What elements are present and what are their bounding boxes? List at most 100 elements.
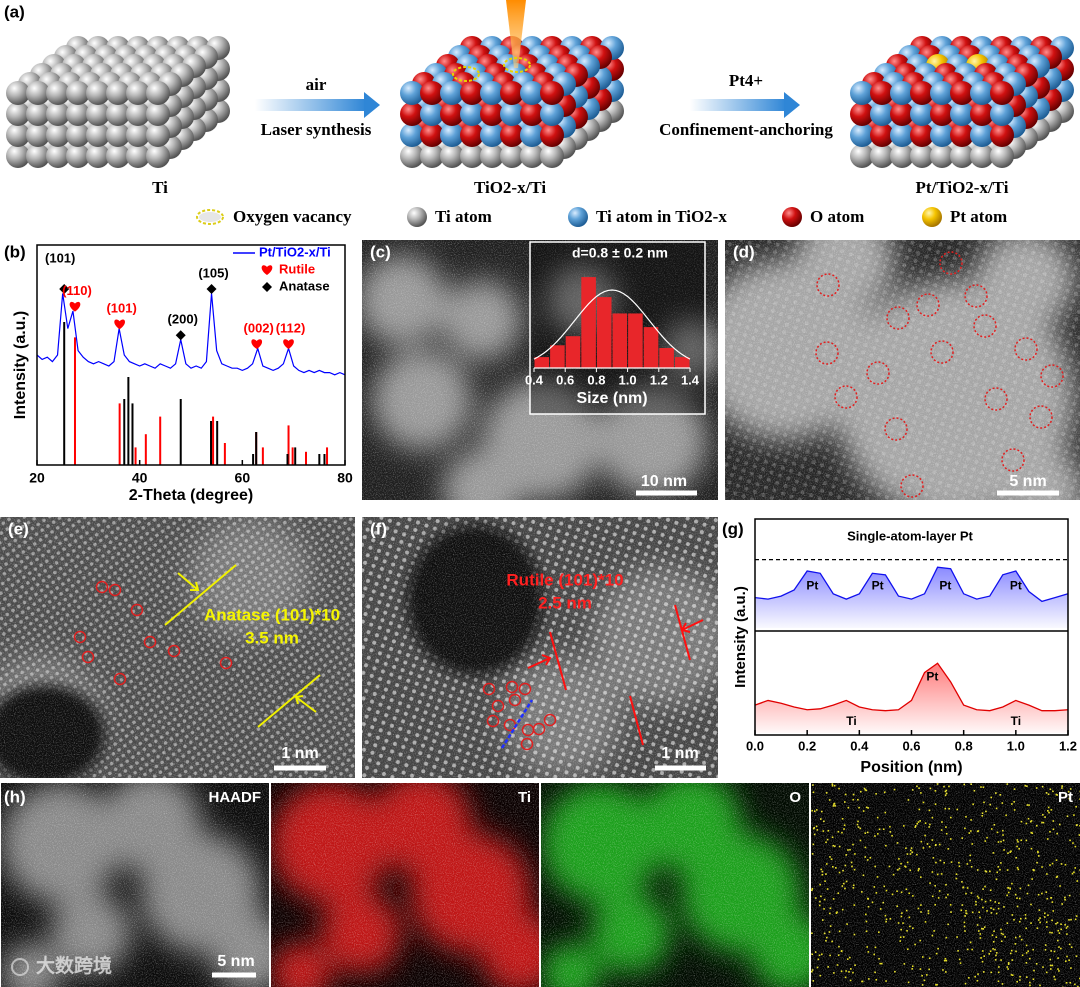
atom-marker [1040, 364, 1064, 388]
atom [890, 102, 914, 126]
atom [970, 81, 994, 105]
atom [66, 102, 90, 126]
x-tick-label: 0.6 [556, 372, 574, 387]
peak-label: (105) [198, 265, 228, 280]
x-tick-label: 20 [29, 470, 45, 486]
map-label: HAADF [209, 789, 262, 806]
atom-marker [73, 630, 87, 644]
atom [520, 123, 544, 147]
atom-marker [543, 713, 557, 727]
atom-marker [1001, 448, 1025, 472]
histogram-bar [596, 297, 612, 368]
atom-marker [518, 682, 532, 696]
atom [46, 81, 70, 105]
atom-marker [900, 474, 924, 498]
histogram-bar [612, 313, 628, 368]
histogram-bar [659, 348, 674, 368]
profile-line [754, 662, 1069, 712]
series-line [36, 293, 346, 376]
micrograph [271, 783, 539, 987]
x-tick-label: 1.2 [1059, 738, 1077, 753]
atom [407, 207, 427, 227]
peak-marker [69, 301, 81, 312]
atom [400, 102, 424, 126]
atom-marker [486, 714, 500, 728]
atom [950, 144, 974, 168]
image-grain [811, 783, 1080, 987]
atom [500, 123, 524, 147]
atom [46, 144, 70, 168]
x-tick-label: 40 [132, 470, 148, 486]
atom [930, 81, 954, 105]
legend-label: Anatase [279, 278, 330, 293]
peak-marker [251, 339, 263, 349]
panel-label: (a) [4, 2, 25, 21]
annotation: 3.5 nm [245, 628, 299, 647]
watermark: 大数跨境 [36, 954, 112, 977]
atom [540, 102, 564, 126]
atom [440, 81, 464, 105]
image-grain [271, 783, 539, 987]
micrograph [1, 783, 269, 987]
atom [890, 123, 914, 147]
x-tick-label: 0.8 [587, 372, 605, 387]
atom [480, 102, 504, 126]
atom [890, 81, 914, 105]
atom [870, 81, 894, 105]
micrograph [362, 240, 718, 500]
fringe-arrow [680, 619, 704, 633]
atom [400, 123, 424, 147]
arrow-label: Laser synthesis [261, 120, 372, 139]
arrow-head [364, 92, 380, 118]
atom [970, 144, 994, 168]
atom [26, 144, 50, 168]
atom-marker [130, 603, 144, 617]
atom-marker [973, 314, 997, 338]
atom [46, 123, 70, 147]
atom [950, 81, 974, 105]
atom-marker [108, 583, 122, 597]
atom [440, 102, 464, 126]
panel-label: (e) [8, 519, 29, 538]
atom [850, 123, 874, 147]
atom [500, 81, 524, 105]
arrow-shaft [690, 99, 786, 111]
x-tick-label: 1.2 [650, 372, 668, 387]
atom [440, 144, 464, 168]
atom-marker [1014, 337, 1038, 361]
atom [890, 144, 914, 168]
atom [500, 144, 524, 168]
atom [520, 81, 544, 105]
atom [950, 102, 974, 126]
atom [500, 102, 524, 126]
vacancy-marker [452, 66, 480, 82]
atom [46, 102, 70, 126]
atom [6, 81, 30, 105]
plot-frame [36, 244, 346, 466]
histogram-bar [628, 313, 643, 368]
peak-marker [283, 339, 294, 349]
fringe-arrow [527, 654, 552, 669]
atom-marker [866, 361, 890, 385]
atom [910, 144, 934, 168]
atom [870, 144, 894, 168]
atom [480, 81, 504, 105]
legend-label: Pt atom [950, 207, 1007, 226]
scale-bar-label: 5 nm [1009, 473, 1046, 490]
scale-bar-label: 10 nm [641, 473, 687, 490]
atom [970, 102, 994, 126]
atom-marker [939, 251, 963, 275]
atom [930, 123, 954, 147]
fringe-line [257, 674, 321, 728]
atom [870, 102, 894, 126]
atom [520, 102, 544, 126]
peak-label: (110) [62, 283, 92, 298]
atom [850, 144, 874, 168]
atom [6, 102, 30, 126]
atom [990, 123, 1014, 147]
fringe-arrow [177, 572, 200, 591]
atom-marker [834, 385, 858, 409]
x-axis-label: 2-Theta (degree) [129, 487, 253, 504]
atom [540, 144, 564, 168]
